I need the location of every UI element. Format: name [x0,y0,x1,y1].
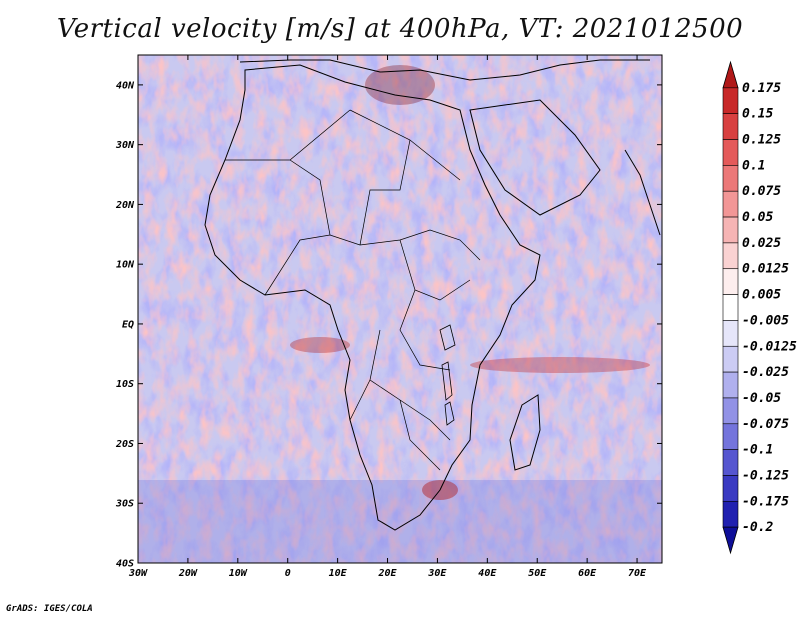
lon-label: 0 [285,568,291,579]
lat-label: 10S [116,379,134,390]
lat-label: 20S [115,439,134,450]
colorbar-segment [722,87,739,114]
map-title: Vertical velocity [m/s] at 400hPa, VT: 2… [56,14,744,44]
plot-frame [137,54,663,564]
colorbar-label: -0.05 [742,391,781,406]
arabia-coast [469,99,601,216]
grads-credit: GrADS: IGES/COLA [6,604,93,614]
colorbar-segment [722,449,739,476]
lon-label: 30W [128,568,148,579]
colorbar-label: -0.025 [742,365,789,380]
velocity-field [138,55,662,563]
coastlines [204,59,661,531]
lon-label: 10W [229,568,248,579]
colorbar-label: -0.125 [742,468,789,483]
lat-label: EQ [122,319,134,330]
colorbar-segment [722,113,739,140]
lon-label: 30E [427,568,447,579]
colorbar-label: 0.025 [742,236,781,251]
colorbar: 0.175 0.15 0.125 0.1 0.075 0.05 0.025 0.0125 0.0… [722,60,797,555]
colorbar-label: -0.075 [742,417,789,432]
lat-label: 30N [115,140,135,151]
lon-label: 10E [329,568,348,579]
india-coast [624,149,661,236]
mediterranean-north [239,59,650,81]
lon-label: 20E [377,568,397,579]
colorbar-label: -0.0125 [742,339,797,354]
colorbar-cap-bottom [722,526,739,555]
colorbar-segment [722,371,739,399]
axis-ticks [137,55,662,564]
colorbar-label: 0.05 [742,210,773,225]
colorbar-label: -0.2 [742,520,773,535]
colorbar-segment [722,294,739,321]
colorbar-segment [722,139,739,166]
colorbar-label: 0.175 [742,81,781,96]
madagascar [509,394,541,471]
colorbar-label: 0.005 [742,288,781,303]
colorbar-label: 0.125 [742,133,781,148]
colorbar-segment [722,165,739,192]
longitude-labels: 30W 20W 10W 0 10E 20E 30E 40E 50E 60E 70E [128,568,647,579]
lon-label: 50E [528,568,547,579]
colorbar-label: 0.0125 [742,262,789,277]
colorbar-label: 0.15 [742,107,773,122]
lat-label: 10N [116,260,135,271]
colorbar-segment [722,475,739,502]
colorbar-segment [722,501,739,528]
latitude-labels: 40N 30N 20N 10N EQ 10S 20S 30S 40S [115,80,135,569]
colorbar-label: -0.175 [742,494,789,509]
colorbar-segment [722,397,739,425]
colorbar-segment [722,345,739,373]
colorbar-label: -0.005 [742,313,789,328]
lon-label: 70E [628,568,647,579]
lakes [439,324,456,426]
colorbar-label: 0.1 [742,158,765,173]
colorbar-label: 0.075 [742,184,781,199]
lon-label: 40E [478,568,497,579]
colorbar-segment [722,242,739,270]
lat-label: 20N [115,200,135,211]
colorbar-segment [722,190,739,218]
lat-label: 40N [116,80,135,91]
colorbar-segment [722,216,739,244]
colorbar-segment [722,320,739,347]
lon-label: 20W [178,568,198,579]
colorbar-segment [722,423,739,450]
africa-coastline [204,64,541,531]
colorbar-label: -0.1 [742,443,773,458]
colorbar-cap-top [722,60,739,89]
lat-label: 30S [115,499,134,510]
borders [225,109,481,471]
colorbar-segment [722,268,739,295]
lat-label: 40S [116,559,134,570]
lon-label: 60E [578,568,597,579]
